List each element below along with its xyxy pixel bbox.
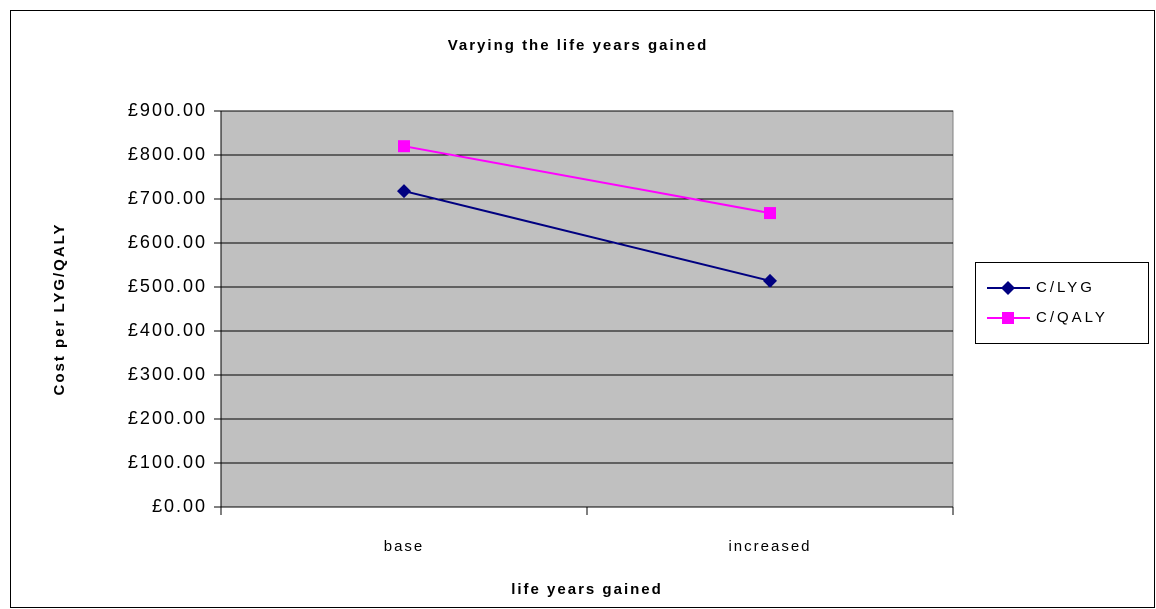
x-tick-label: base: [384, 538, 425, 555]
y-tick-label: £300.00: [128, 364, 207, 384]
y-tick-label: £200.00: [128, 408, 207, 428]
line: [403, 145, 771, 215]
y-tick-label: £600.00: [128, 232, 207, 252]
x-axis-label: life years gained: [511, 581, 663, 598]
y-tick-label: £400.00: [128, 320, 207, 340]
y-tick-label: £700.00: [128, 188, 207, 208]
marker: [764, 207, 776, 220]
line: [403, 190, 771, 282]
y-tick-label: £500.00: [128, 276, 207, 296]
plot-area: [220, 110, 954, 508]
legend-label: C/QALY: [1036, 309, 1108, 326]
y-axis-label: Cost per LYG/QALY: [51, 223, 68, 396]
y-tick-label: £100.00: [128, 452, 207, 472]
chart-title: Varying the life years gained: [448, 37, 709, 54]
legend-label: C/LYG: [1036, 279, 1095, 296]
x-tick-label: increased: [728, 538, 811, 555]
y-tick-label: £800.00: [128, 144, 207, 164]
marker: [1001, 281, 1015, 295]
marker: [763, 273, 777, 288]
marker: [397, 184, 411, 199]
legend: [975, 262, 1149, 344]
marker: [398, 140, 410, 153]
marker: [1002, 312, 1014, 324]
y-tick-label: £900.00: [128, 100, 207, 120]
y-tick-label: £0.00: [152, 496, 207, 516]
